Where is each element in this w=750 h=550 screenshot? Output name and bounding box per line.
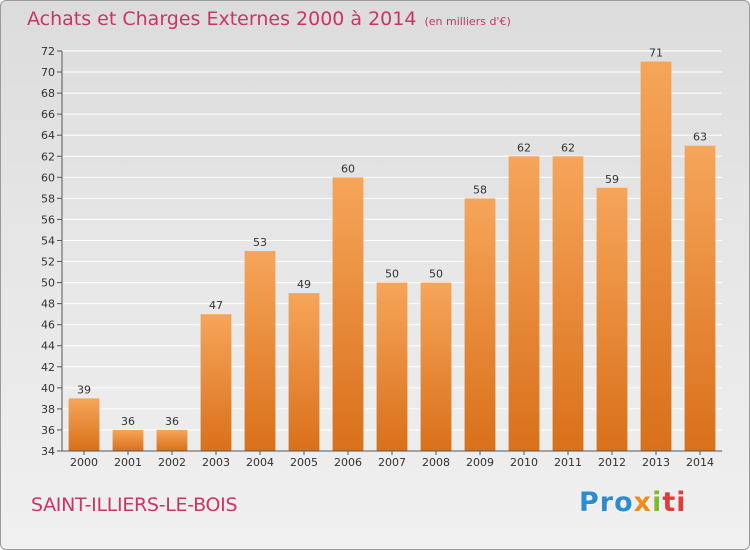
x-tick-label: 2008 (422, 456, 450, 469)
x-tick-label: 2000 (70, 456, 98, 469)
bar (596, 187, 628, 451)
value-label: 60 (341, 162, 355, 175)
x-tick-label: 2010 (510, 456, 538, 469)
value-label: 53 (253, 236, 267, 249)
y-tick-label: 48 (41, 298, 55, 311)
y-tick-label: 54 (41, 234, 55, 247)
bar (420, 282, 452, 451)
x-tick-label: 2011 (554, 456, 582, 469)
bar (684, 145, 716, 451)
bar-layer (68, 61, 716, 452)
x-tick-label: 2004 (246, 456, 274, 469)
chart-title: Achats et Charges Externes 2000 à 2014 (27, 8, 417, 30)
logo-part-3: i (652, 487, 663, 518)
title-row: Achats et Charges Externes 2000 à 2014 (e… (27, 8, 511, 30)
x-tick-label: 2001 (114, 456, 142, 469)
x-tick-label: 2006 (334, 456, 362, 469)
x-tick-label: 2013 (642, 456, 670, 469)
x-tick-label: 2007 (378, 456, 406, 469)
y-tick-label: 44 (41, 340, 55, 353)
value-label: 36 (165, 415, 179, 428)
commune-name: SAINT-ILLIERS-LE-BOIS (31, 494, 238, 516)
value-label: 36 (121, 415, 135, 428)
bar (508, 156, 540, 451)
y-tick-label: 56 (41, 213, 55, 226)
y-tick-label: 34 (41, 445, 55, 458)
value-label: 49 (297, 278, 311, 291)
value-label: 50 (429, 268, 443, 281)
logo-part-1: Pro (579, 487, 634, 518)
x-tick-label: 2002 (158, 456, 186, 469)
y-tick-label: 72 (41, 45, 55, 58)
bar (68, 398, 100, 451)
y-tick-label: 50 (41, 277, 55, 290)
x-tick-label: 2014 (686, 456, 714, 469)
bar (288, 293, 320, 451)
value-label: 59 (605, 173, 619, 186)
x-tick-label: 2003 (202, 456, 230, 469)
logo-part-2: x (633, 487, 653, 518)
bar (332, 177, 364, 451)
chart-subtitle: (en milliers d'€) (424, 15, 511, 28)
y-tick-label: 58 (41, 192, 55, 205)
bar (640, 61, 672, 452)
bar (200, 314, 232, 451)
y-tick-label: 70 (41, 66, 55, 79)
bar (244, 251, 276, 451)
bar (552, 156, 584, 451)
bar (112, 429, 144, 451)
y-tick-label: 68 (41, 87, 55, 100)
y-tick-label: 40 (41, 382, 55, 395)
y-tick-label: 38 (41, 403, 55, 416)
bar (464, 198, 496, 451)
bar (376, 282, 408, 451)
value-label: 50 (385, 268, 399, 281)
y-tick-label: 66 (41, 108, 55, 121)
x-tick-label: 2009 (466, 456, 494, 469)
value-label: 39 (77, 383, 91, 396)
y-tick-label: 42 (41, 361, 55, 374)
y-tick-label: 60 (41, 171, 55, 184)
axis-layer (57, 50, 722, 455)
y-tick-label: 64 (41, 129, 55, 142)
proxiti-logo: Proxiti (579, 487, 687, 518)
y-tick-label: 36 (41, 424, 55, 437)
value-label: 47 (209, 299, 223, 312)
y-tick-label: 46 (41, 319, 55, 332)
value-label: 71 (649, 47, 663, 60)
bar (156, 429, 188, 451)
value-label: 58 (473, 183, 487, 196)
value-label: 63 (693, 131, 707, 144)
logo-part-4: ti (662, 487, 687, 518)
value-label: 62 (517, 141, 531, 154)
x-tick-label: 2005 (290, 456, 318, 469)
y-tick-label: 62 (41, 150, 55, 163)
x-tick-label: 2012 (598, 456, 626, 469)
value-label: 62 (561, 141, 575, 154)
y-tick-label: 52 (41, 256, 55, 269)
label-layer: 34 36 38 40 42 44 46 48 50 52 54 56 58 60 62 64 66 68 70 72… (41, 45, 714, 469)
